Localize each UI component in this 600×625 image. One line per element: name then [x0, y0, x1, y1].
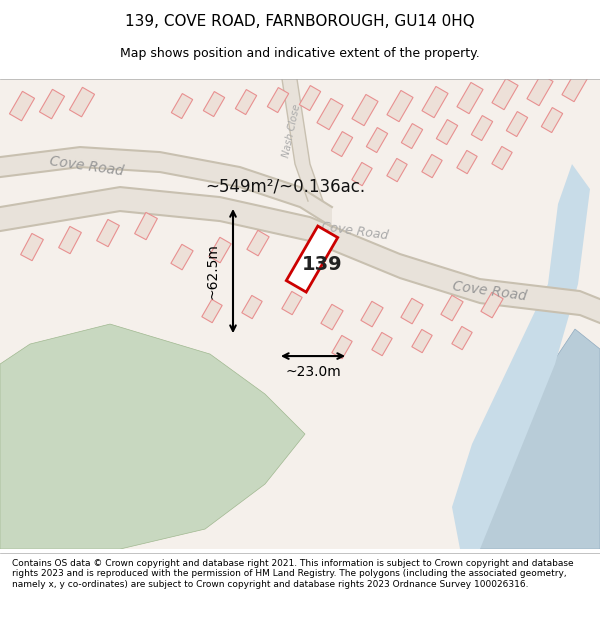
Polygon shape [242, 296, 262, 319]
Polygon shape [401, 298, 423, 324]
Polygon shape [352, 162, 372, 186]
Polygon shape [70, 88, 95, 117]
Polygon shape [40, 89, 65, 119]
Text: ~62.5m: ~62.5m [206, 243, 220, 299]
Polygon shape [361, 301, 383, 327]
Polygon shape [412, 329, 432, 352]
Polygon shape [202, 299, 222, 322]
Polygon shape [134, 213, 157, 240]
Polygon shape [20, 233, 43, 261]
Polygon shape [286, 226, 338, 292]
Polygon shape [492, 79, 518, 109]
Polygon shape [172, 94, 193, 119]
Polygon shape [235, 89, 257, 114]
Polygon shape [171, 244, 193, 270]
Polygon shape [481, 292, 503, 318]
Text: 139, COVE ROAD, FARNBOROUGH, GU14 0HQ: 139, COVE ROAD, FARNBOROUGH, GU14 0HQ [125, 14, 475, 29]
Text: ~549m²/~0.136ac.: ~549m²/~0.136ac. [205, 177, 365, 195]
Polygon shape [203, 91, 224, 117]
Polygon shape [441, 295, 463, 321]
Polygon shape [475, 329, 600, 549]
Polygon shape [268, 88, 289, 112]
Polygon shape [387, 91, 413, 122]
Polygon shape [387, 158, 407, 182]
Polygon shape [332, 336, 352, 359]
Text: ~23.0m: ~23.0m [285, 365, 341, 379]
Text: Map shows position and indicative extent of the property.: Map shows position and indicative extent… [120, 48, 480, 61]
Polygon shape [372, 332, 392, 356]
Polygon shape [0, 147, 332, 227]
Polygon shape [97, 219, 119, 247]
Polygon shape [541, 107, 563, 132]
Polygon shape [0, 324, 305, 549]
Text: 139: 139 [302, 254, 343, 274]
Polygon shape [331, 131, 353, 157]
Text: Cove Road: Cove Road [321, 220, 389, 242]
Polygon shape [492, 146, 512, 170]
Polygon shape [506, 111, 527, 137]
Polygon shape [282, 79, 323, 201]
Polygon shape [401, 124, 422, 149]
Polygon shape [59, 226, 82, 254]
Polygon shape [317, 99, 343, 129]
Polygon shape [321, 304, 343, 330]
Polygon shape [457, 82, 483, 114]
Polygon shape [452, 164, 590, 549]
Polygon shape [282, 291, 302, 315]
Polygon shape [367, 127, 388, 152]
Polygon shape [299, 86, 320, 111]
Polygon shape [457, 151, 477, 174]
Text: Contains OS data © Crown copyright and database right 2021. This information is : Contains OS data © Crown copyright and d… [12, 559, 574, 589]
Polygon shape [209, 238, 231, 263]
Text: Nash Close: Nash Close [281, 104, 302, 159]
Polygon shape [452, 326, 472, 350]
Polygon shape [527, 74, 553, 106]
Polygon shape [10, 91, 35, 121]
Polygon shape [422, 154, 442, 178]
Polygon shape [0, 187, 600, 323]
Polygon shape [422, 86, 448, 118]
Polygon shape [472, 116, 493, 141]
Text: Cove Road: Cove Road [49, 154, 125, 178]
Polygon shape [352, 94, 378, 126]
Polygon shape [247, 230, 269, 256]
Polygon shape [436, 119, 458, 144]
Polygon shape [562, 71, 588, 102]
Text: Cove Road: Cove Road [452, 279, 528, 303]
